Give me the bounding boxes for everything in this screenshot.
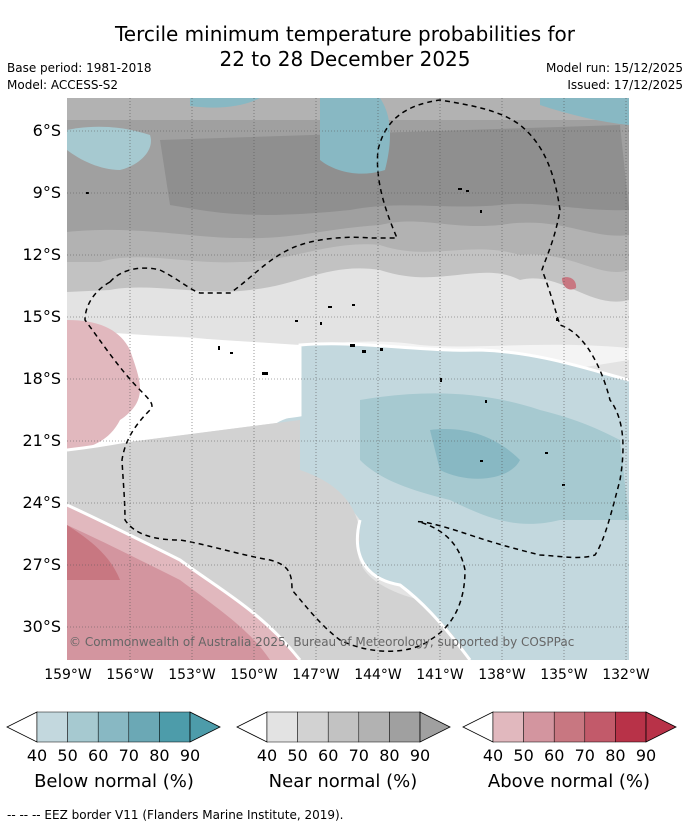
above-normal-colorbar: 40 50 60 70 80 90 bbox=[462, 711, 677, 765]
lon-label: 132°W bbox=[602, 667, 650, 683]
title-line-1: Tercile minimum temperature probabilitie… bbox=[114, 22, 576, 46]
lat-label: 12°S bbox=[22, 245, 61, 264]
colorbar-tick: 60 bbox=[544, 746, 564, 765]
base-period: Base period: 1981-2018 bbox=[7, 61, 152, 75]
lat-label: 27°S bbox=[22, 555, 61, 574]
colorbar-tick: 40 bbox=[483, 746, 503, 765]
colorbar-over-arrow bbox=[189, 711, 221, 743]
colorbar-tick: 90 bbox=[410, 746, 430, 765]
map-title: Tercile minimum temperature probabilitie… bbox=[0, 22, 690, 72]
colorbar-segment bbox=[389, 711, 421, 743]
near-normal-label: Near normal (%) bbox=[268, 771, 418, 792]
lon-label: 138°W bbox=[478, 667, 526, 683]
issued-date: Issued: 17/12/2025 bbox=[567, 78, 683, 92]
colorbar-tick: 50 bbox=[287, 746, 307, 765]
colorbar-tick: 90 bbox=[180, 746, 200, 765]
colorbar-segment bbox=[327, 711, 360, 743]
colorbar-under-arrow bbox=[6, 711, 38, 743]
lat-label: 6°S bbox=[33, 121, 61, 140]
model-name: Model: ACCESS-S2 bbox=[7, 78, 119, 92]
lat-label: 9°S bbox=[33, 183, 61, 202]
colorbar-tick: 40 bbox=[27, 746, 47, 765]
lat-label: 24°S bbox=[22, 493, 61, 512]
colorbar-segment bbox=[584, 711, 616, 743]
lon-label: 159°W bbox=[44, 667, 92, 683]
colorbar-segment bbox=[358, 711, 390, 743]
lon-label: 147°W bbox=[292, 667, 340, 683]
below-normal-label: Below normal (%) bbox=[34, 771, 194, 792]
colorbar-segment bbox=[97, 711, 130, 743]
lat-label: 18°S bbox=[22, 369, 61, 388]
colorbar-over-arrow bbox=[419, 711, 451, 743]
lon-label: 135°W bbox=[540, 667, 588, 683]
colorbar-segment bbox=[615, 711, 647, 743]
colorbar-segment bbox=[67, 711, 99, 743]
colorbar-tick: 70 bbox=[119, 746, 139, 765]
island-marks bbox=[86, 188, 565, 486]
above-normal-label: Above normal (%) bbox=[487, 771, 651, 792]
below-normal-colorbar: 40 50 60 70 80 90 bbox=[6, 711, 221, 765]
colorbar-tick: 70 bbox=[575, 746, 595, 765]
latitude-labels: 6°S 9°S 12°S 15°S 18°S 21°S 24°S 27°S 30… bbox=[22, 121, 61, 636]
colorbar-segment bbox=[159, 711, 191, 743]
model-run: Model run: 15/12/2025 bbox=[545, 61, 683, 75]
lat-label: 30°S bbox=[22, 617, 61, 636]
colorbar-segment bbox=[266, 711, 298, 743]
colorbar-tick: 80 bbox=[149, 746, 169, 765]
eez-footer: -- -- -- EEZ border V11 (Flanders Marine… bbox=[7, 808, 344, 822]
probability-field bbox=[67, 98, 629, 660]
colorbar-tick: 70 bbox=[349, 746, 369, 765]
colorbar-tick: 80 bbox=[605, 746, 625, 765]
longitude-labels: 159°W 156°W 153°W 150°W 147°W 144°W 141°… bbox=[44, 667, 650, 683]
colorbars: 40 50 60 70 80 90 40 50 60 70 80 90 40 50 60 70 80 90 bbox=[6, 711, 677, 765]
colorbar-segment bbox=[297, 711, 329, 743]
lat-label: 21°S bbox=[22, 431, 61, 450]
gridlines bbox=[67, 98, 629, 660]
copyright-notice: © Commonwealth of Australia 2025, Bureau… bbox=[69, 635, 574, 649]
title-line-2: 22 to 28 December 2025 bbox=[219, 47, 471, 71]
colorbar-tick: 50 bbox=[57, 746, 77, 765]
colorbar-tick: 80 bbox=[379, 746, 399, 765]
colorbar-over-arrow bbox=[645, 711, 677, 743]
lon-label: 156°W bbox=[106, 667, 154, 683]
colorbar-segment bbox=[36, 711, 68, 743]
lon-label: 153°W bbox=[168, 667, 216, 683]
colorbar-segment bbox=[553, 711, 586, 743]
colorbar-segment bbox=[492, 711, 524, 743]
colorbar-tick: 60 bbox=[88, 746, 108, 765]
colorbar-tick: 60 bbox=[318, 746, 338, 765]
colorbar-segment bbox=[523, 711, 555, 743]
lat-label: 15°S bbox=[22, 307, 61, 326]
colorbar-tick: 40 bbox=[257, 746, 277, 765]
meta-left: Base period: 1981-2018 Model: ACCESS-S2 bbox=[7, 60, 152, 94]
meta-right: Model run: 15/12/2025 Issued: 17/12/2025 bbox=[546, 60, 683, 94]
colorbar-tick: 90 bbox=[636, 746, 656, 765]
lon-label: 141°W bbox=[416, 667, 464, 683]
colorbar-segment bbox=[128, 711, 160, 743]
lon-label: 150°W bbox=[230, 667, 278, 683]
colorbar-under-arrow bbox=[236, 711, 268, 743]
near-normal-colorbar: 40 50 60 70 80 90 bbox=[236, 711, 451, 765]
colorbar-under-arrow bbox=[462, 711, 494, 743]
colorbar-tick: 50 bbox=[513, 746, 533, 765]
lon-label: 144°W bbox=[354, 667, 402, 683]
